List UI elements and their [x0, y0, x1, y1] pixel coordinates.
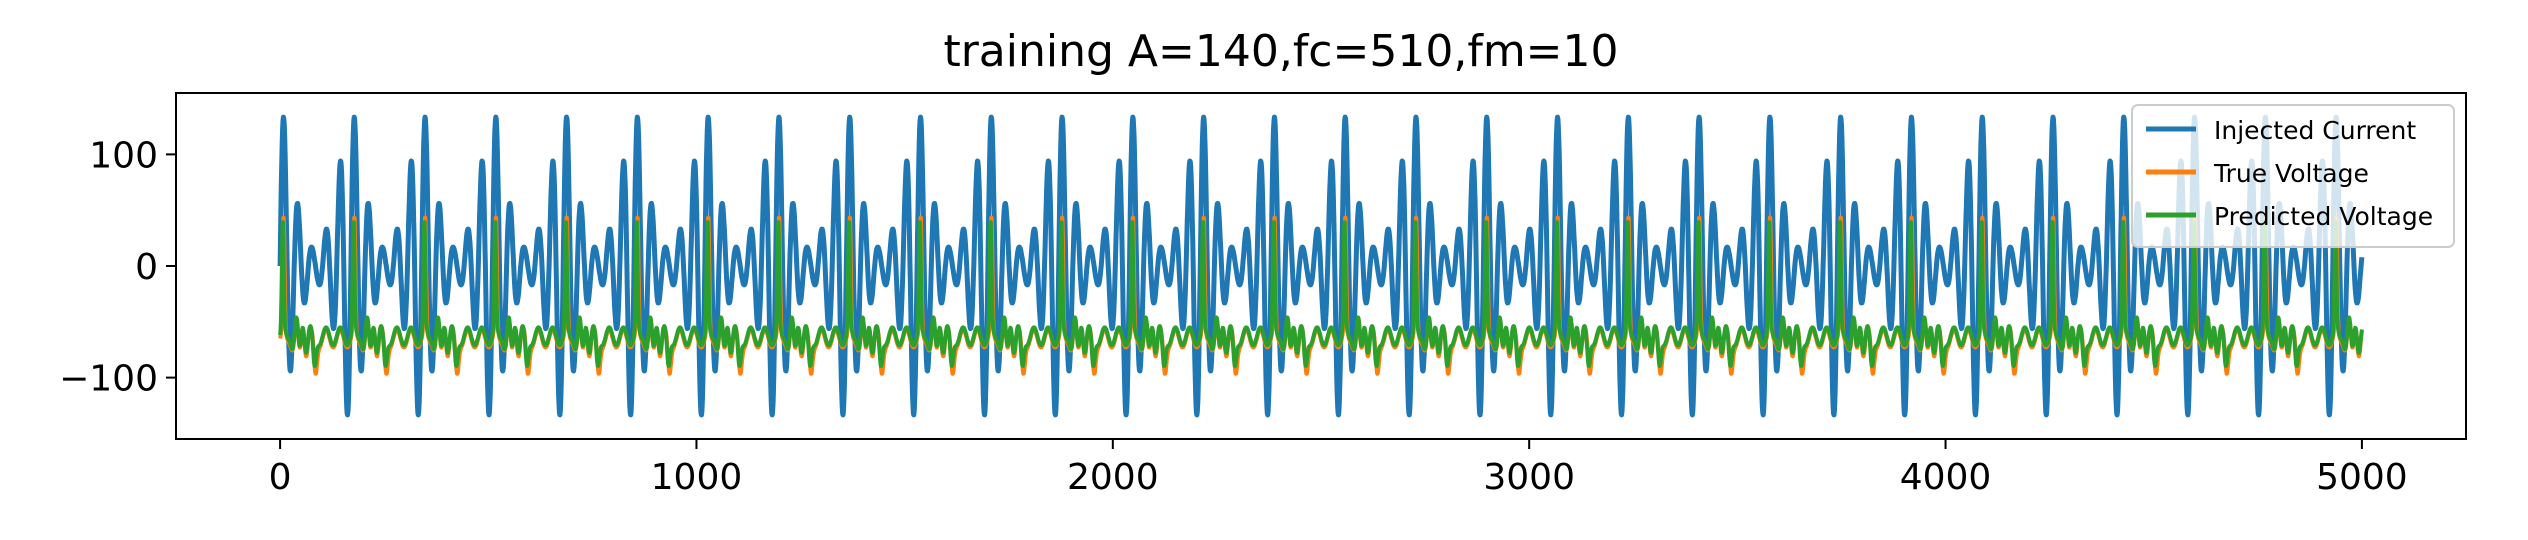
x-tick-label: 1000 — [651, 457, 743, 498]
legend-label-true-voltage: True Voltage — [2213, 159, 2369, 188]
y-tick-label: −100 — [59, 359, 158, 400]
legend-box — [2131, 104, 2455, 248]
chart-title: training A=140,fc=510,fm=10 — [943, 26, 1618, 77]
x-axis: 0 1000 2000 3000 4000 5000 — [269, 439, 2408, 498]
x-tick-label: 3000 — [1483, 457, 1575, 498]
x-tick-label: 0 — [269, 457, 292, 498]
series-layer — [277, 114, 2365, 418]
y-tick-label: 0 — [135, 247, 158, 288]
legend: Injected Current True Voltage Predicted … — [2131, 104, 2455, 248]
x-tick-label: 2000 — [1067, 457, 1159, 498]
series-line-predicted-voltage — [278, 220, 2364, 368]
x-tick-label: 4000 — [1900, 457, 1992, 498]
y-axis: 100 0 −100 — [59, 135, 176, 400]
legend-label-predicted-voltage: Predicted Voltage — [2214, 202, 2433, 231]
y-tick-label: 100 — [89, 135, 158, 176]
series-line-injected-current — [277, 114, 2365, 418]
legend-label-injected-current: Injected Current — [2214, 116, 2416, 145]
x-tick-label: 5000 — [2316, 457, 2408, 498]
